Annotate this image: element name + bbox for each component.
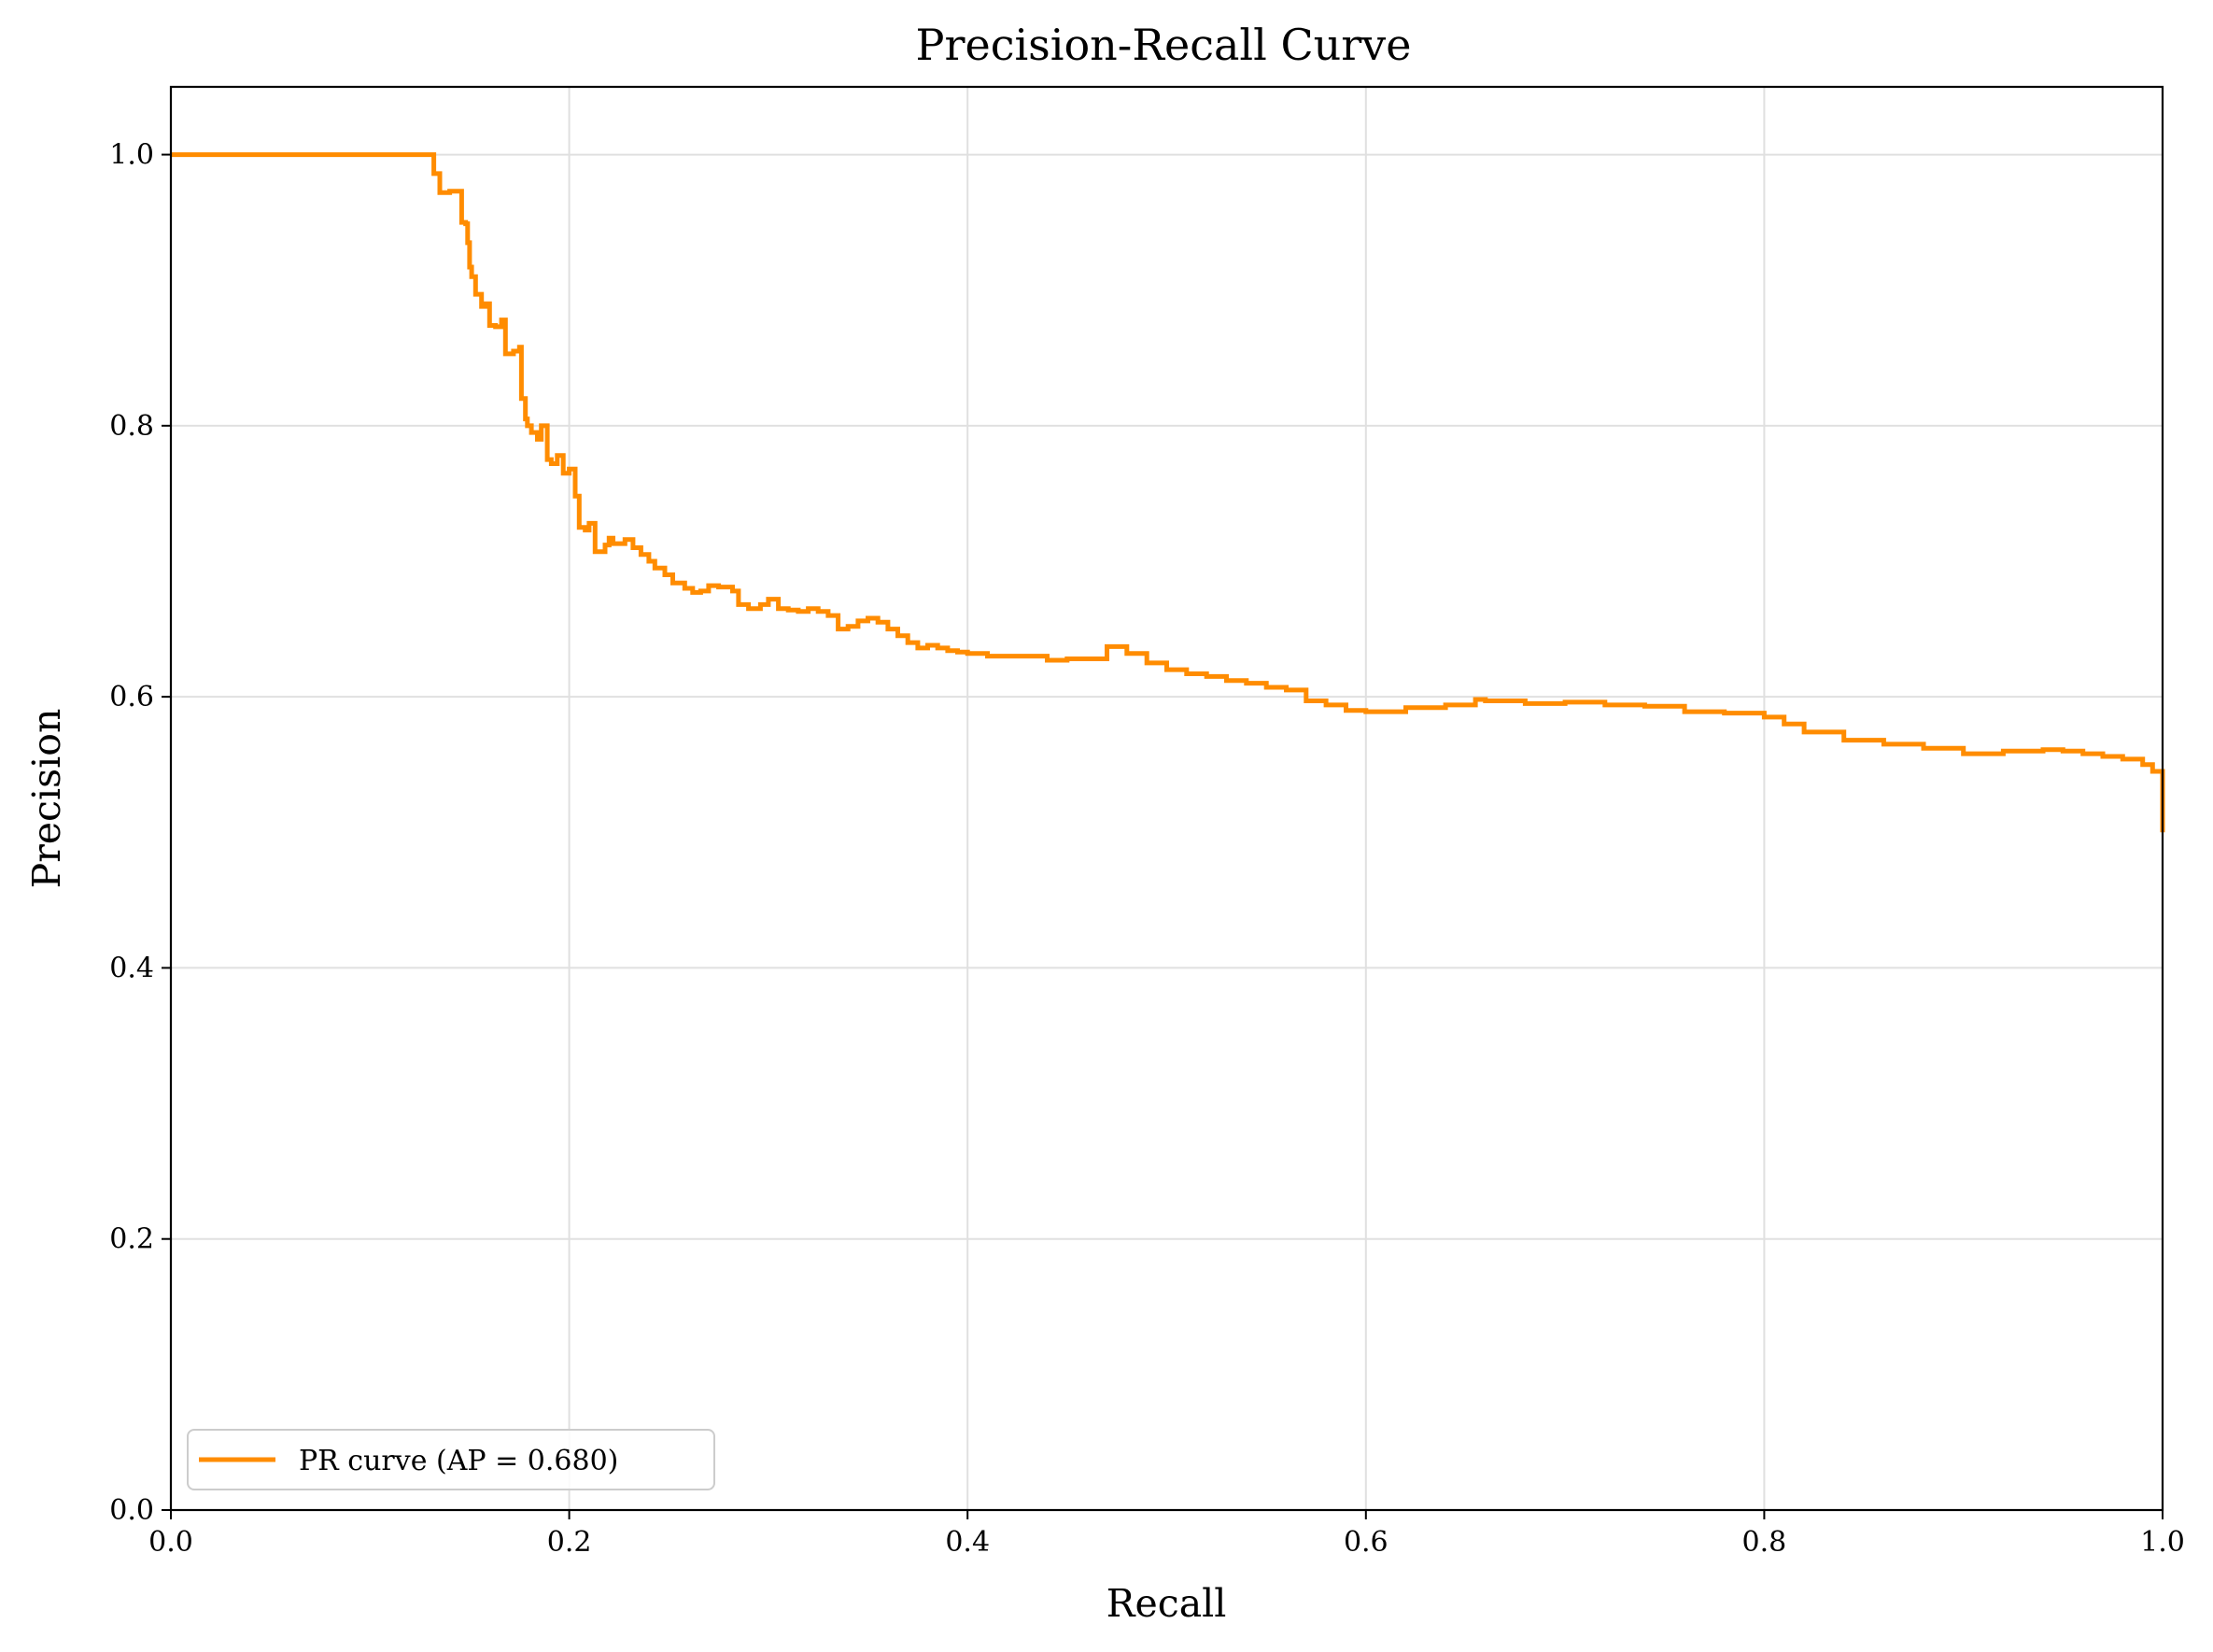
y-tick-label: 1.0 — [109, 139, 154, 172]
plot-frame — [169, 85, 2164, 1512]
x-axis-ticks: 0.0 0.2 0.4 0.6 0.8 1.0 — [148, 1510, 2185, 1559]
y-tick-label: 0.2 — [109, 1223, 154, 1256]
x-tick-label: 0.8 — [1742, 1526, 1787, 1559]
x-tick-label: 0.2 — [547, 1526, 592, 1559]
y-axis-ticks: 0.0 0.2 0.4 0.6 0.8 1.0 — [109, 139, 171, 1527]
legend: PR curve (AP = 0.680) — [187, 1429, 715, 1490]
legend-label: PR curve (AP = 0.680) — [299, 1445, 618, 1477]
pr-curve-line — [171, 152, 2165, 833]
x-tick-label: 0.4 — [945, 1526, 990, 1559]
x-axis-label: Recall — [1106, 1581, 1227, 1626]
y-axis-label: Precision — [24, 709, 69, 889]
y-tick-label: 0.6 — [109, 681, 154, 713]
x-tick-label: 0.0 — [148, 1526, 193, 1559]
y-tick-label: 0.4 — [109, 952, 154, 984]
x-tick-label: 0.6 — [1344, 1526, 1388, 1559]
x-tick-label: 1.0 — [2140, 1526, 2185, 1559]
chart-title: Precision-Recall Curve — [916, 20, 1412, 70]
y-tick-label: 0.0 — [109, 1494, 154, 1527]
legend-box — [187, 1429, 715, 1490]
y-tick-label: 0.8 — [109, 410, 154, 443]
